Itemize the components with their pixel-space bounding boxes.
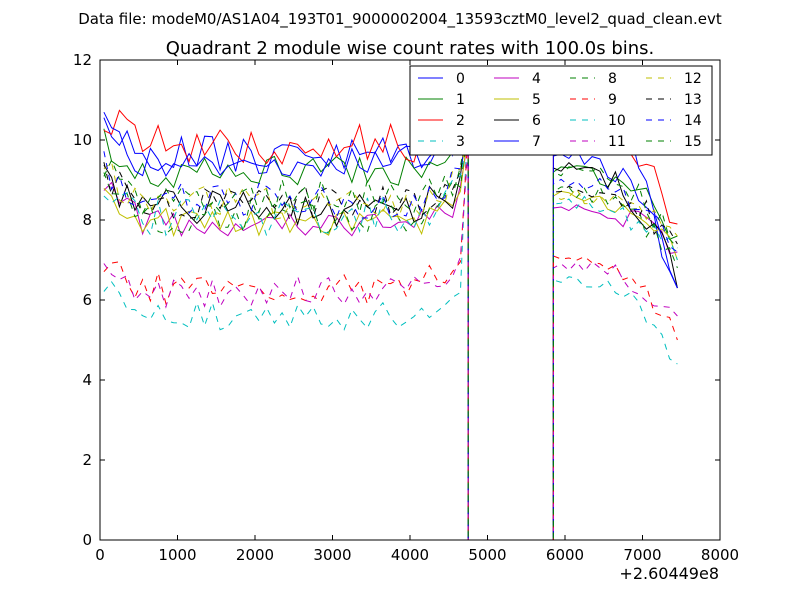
legend-box [409, 65, 713, 156]
series-line-5 [103, 131, 678, 540]
chart-title: Quadrant 2 module wise count rates with … [166, 38, 655, 59]
x-tick-label: 5000 [468, 546, 506, 564]
x-tick-label: 4000 [391, 546, 429, 564]
series-line-11 [103, 147, 678, 540]
series-line-14 [103, 131, 678, 540]
y-tick-label: 4 [82, 371, 92, 389]
legend-label-12: 12 [684, 71, 702, 87]
x-tick-label: 7000 [623, 546, 661, 564]
series-line-12 [103, 135, 678, 540]
y-tick-label: 0 [82, 531, 92, 549]
x-tick-label: 2000 [236, 546, 274, 564]
x-tick-label: 0 [95, 546, 105, 564]
series-line-10 [103, 139, 678, 540]
legend-label-11: 11 [608, 134, 626, 150]
x-tick-label: 8000 [701, 546, 739, 564]
y-tick-label: 12 [73, 51, 92, 69]
x-offset-label: +2.60449e8 [619, 564, 719, 583]
series-line-0 [103, 67, 678, 540]
legend-label-10: 10 [608, 113, 626, 129]
legend-label-1: 1 [456, 92, 465, 108]
x-tick-label: 3000 [313, 546, 351, 564]
series-line-13 [103, 127, 678, 540]
y-tick-label: 10 [73, 131, 92, 149]
y-tick-label: 8 [82, 211, 92, 229]
legend-label-4: 4 [532, 71, 541, 87]
legend-label-6: 6 [532, 113, 541, 129]
legend-label-2: 2 [456, 113, 465, 129]
legend-label-13: 13 [684, 92, 702, 108]
legend-label-0: 0 [456, 71, 465, 87]
x-tick-label: 6000 [546, 546, 584, 564]
series-layer [103, 67, 678, 540]
series-line-15 [103, 119, 678, 540]
series-line-1 [103, 119, 678, 540]
y-tick-label: 6 [82, 291, 92, 309]
series-line-9 [103, 131, 678, 540]
legend-label-15: 15 [684, 134, 702, 150]
x-tick-label: 1000 [158, 546, 196, 564]
axis-ticks: 0 1000 2000 3000 4000 5000 6000 7000 80000246810… [73, 51, 739, 564]
y-tick-label: 2 [82, 451, 92, 469]
legend-label-8: 8 [608, 71, 617, 87]
series-line-6 [103, 115, 678, 540]
legend-label-3: 3 [456, 134, 465, 150]
series-line-8 [103, 123, 678, 540]
data-file-label: Data file: modeM0/AS1A04_193T01_90000020… [78, 10, 722, 29]
series-line-4 [103, 139, 678, 540]
legend-label-14: 14 [684, 113, 702, 129]
series-line-3 [103, 107, 678, 540]
legend-label-7: 7 [532, 134, 541, 150]
legend-label-5: 5 [532, 92, 541, 108]
legend-label-9: 9 [608, 92, 617, 108]
